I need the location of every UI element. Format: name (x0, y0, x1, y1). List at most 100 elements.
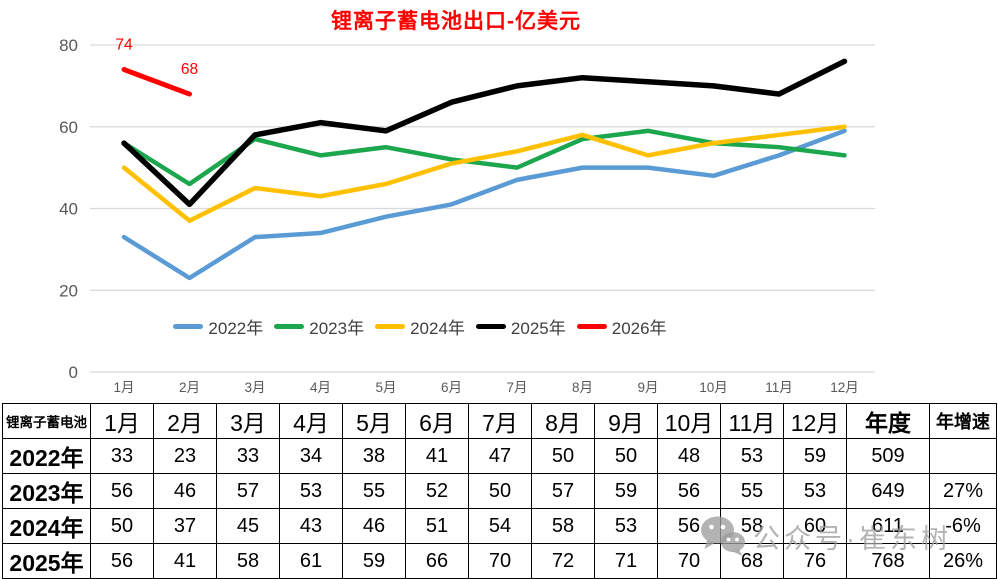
table-row-2022年: 2022年 33 23 33 34 38 41 47 50 50 48 53 59 509 (2, 438, 997, 474)
value-cell-2023年-11月: 55 (720, 473, 784, 509)
value-cell-2022年-5月: 38 (342, 438, 406, 474)
x-tick-label-3月: 3月 (244, 380, 265, 395)
legend-swatch (274, 324, 305, 329)
value-cell-2023年-5月: 55 (342, 473, 406, 509)
table-header-年增速: 年增速 (929, 403, 997, 439)
table-header-row: 锂离子蓄电池 1月 2月 3月 4月 5月 6月 7月 8月 9月 10月 11月 12月 年度 年增速 (2, 403, 997, 439)
series-line-2022年 (121, 128, 847, 281)
value-cell-2025年-8月: 72 (531, 543, 595, 579)
year-label-2022年: 2022年 (2, 438, 91, 474)
table-row-2024年: 2024年 50 37 45 43 46 51 54 58 53 56 58 60 611 -6% (2, 508, 997, 544)
value-cell-2023年-1月: 56 (90, 473, 154, 509)
legend-swatch (375, 324, 406, 329)
legend-item-2026年: 2026年 (576, 314, 667, 339)
table-header-8月: 8月 (531, 403, 595, 439)
value-cell-2025年-4月: 61 (279, 543, 343, 579)
series-line-2025年 (121, 58, 848, 208)
x-tick-label-11月: 11月 (765, 380, 793, 395)
value-cell-2022年-7月: 47 (468, 438, 532, 474)
value-cell-2025年-年增速: 26% (929, 543, 997, 579)
table-row-2025年: 2025年 56 41 58 61 59 66 70 72 71 70 68 76 768 26% (2, 543, 997, 579)
series-line-2024年 (121, 124, 847, 224)
table-header-2月: 2月 (153, 403, 217, 439)
table-header-10月: 10月 (657, 403, 721, 439)
value-cell-2022年-年度: 509 (846, 438, 930, 474)
y-tick-label-80: 80 (59, 36, 78, 55)
value-cell-2025年-7月: 70 (468, 543, 532, 579)
value-cell-2023年-3月: 57 (216, 473, 280, 509)
year-label-2024年: 2024年 (2, 508, 91, 544)
value-cell-2022年-8月: 50 (531, 438, 595, 474)
value-cell-2022年-12月: 59 (783, 438, 847, 474)
x-tick-label-9月: 9月 (637, 380, 658, 395)
value-cell-2025年-1月: 56 (90, 543, 154, 579)
value-cell-2022年-11月: 53 (720, 438, 784, 474)
value-cell-2023年-7月: 50 (468, 473, 532, 509)
x-tick-label-12月: 12月 (830, 380, 859, 395)
legend-swatch (475, 324, 506, 329)
y-tick-label-0: 0 (69, 363, 78, 382)
value-cell-2022年-3月: 33 (216, 438, 280, 474)
value-cell-2024年-10月: 56 (657, 508, 721, 544)
value-cell-2023年-10月: 56 (657, 473, 721, 509)
table-header-7月: 7月 (468, 403, 532, 439)
value-cell-2025年-10月: 70 (657, 543, 721, 579)
legend-item-2024年: 2024年 (375, 314, 465, 339)
value-cell-2022年-4月: 34 (279, 438, 343, 474)
value-cell-2022年-1月: 33 (90, 438, 154, 474)
value-cell-2022年-6月: 41 (405, 438, 469, 474)
table-corner-header: 锂离子蓄电池 (2, 403, 91, 439)
x-tick-label-10月: 10月 (699, 380, 728, 395)
legend-swatch (576, 324, 607, 329)
value-cell-2024年-9月: 53 (594, 508, 658, 544)
legend-swatch (173, 324, 204, 329)
legend-label: 2023年 (309, 319, 365, 338)
value-cell-2023年-年度: 649 (846, 473, 930, 509)
value-cell-2024年-1月: 50 (90, 508, 154, 544)
value-cell-2024年-5月: 46 (342, 508, 406, 544)
value-cell-2024年-4月: 43 (279, 508, 343, 544)
chart-title: 锂离子蓄电池出口-亿美元 (331, 10, 581, 33)
value-cell-2025年-5月: 59 (342, 543, 406, 579)
value-cell-2025年-12月: 76 (783, 543, 847, 579)
y-tick-label-60: 60 (59, 118, 78, 137)
x-tick-label-5月: 5月 (375, 380, 396, 395)
series-line-2026年 (121, 67, 192, 97)
value-cell-2024年-7月: 54 (468, 508, 532, 544)
table-header-1月: 1月 (90, 403, 154, 439)
year-label-2023年: 2023年 (2, 473, 91, 509)
legend-item-2023年: 2023年 (274, 314, 364, 339)
x-tick-label-6月: 6月 (441, 380, 462, 395)
legend-item-2022年: 2022年 (173, 314, 263, 339)
value-cell-2022年-2月: 23 (153, 438, 217, 474)
data-label-2026年-1月: 74 (115, 37, 133, 54)
value-cell-2025年-6月: 66 (405, 543, 469, 579)
value-cell-2023年-2月: 46 (153, 473, 217, 509)
export-line-chart: 锂离子蓄电池出口-亿美元 0 20 40 60 80 1月 2月 3月 4月 5月 6月 7月 8月 9月… (59, 10, 875, 395)
legend-item-2025年: 2025年 (475, 314, 566, 339)
table-header-9月: 9月 (594, 403, 658, 439)
value-cell-2025年-2月: 41 (153, 543, 217, 579)
value-cell-2022年-10月: 48 (657, 438, 721, 474)
value-cell-2023年-9月: 59 (594, 473, 658, 509)
value-cell-2025年-9月: 71 (594, 543, 658, 579)
x-tick-label-2月: 2月 (179, 380, 200, 395)
value-cell-2023年-12月: 53 (783, 473, 847, 509)
value-cell-2024年-2月: 37 (153, 508, 217, 544)
data-label-2026年-2月: 68 (181, 61, 198, 78)
value-cell-2024年-11月: 58 (720, 508, 784, 544)
value-cell-2023年-年增速: 27% (929, 473, 997, 509)
value-cell-2024年-年增速: -6% (929, 508, 997, 544)
table-header-3月: 3月 (216, 403, 280, 439)
value-cell-2024年-3月: 45 (216, 508, 280, 544)
value-cell-2025年-3月: 58 (216, 543, 280, 579)
table-header-11月: 11月 (720, 403, 784, 439)
value-cell-2022年-年增速 (929, 438, 997, 474)
table-header-年度: 年度 (846, 403, 930, 439)
value-cell-2024年-6月: 51 (405, 508, 469, 544)
value-cell-2022年-9月: 50 (594, 438, 658, 474)
value-cell-2023年-6月: 52 (405, 473, 469, 509)
x-tick-label-1月: 1月 (113, 380, 134, 395)
table-header-6月: 6月 (405, 403, 469, 439)
value-cell-2023年-4月: 53 (279, 473, 343, 509)
